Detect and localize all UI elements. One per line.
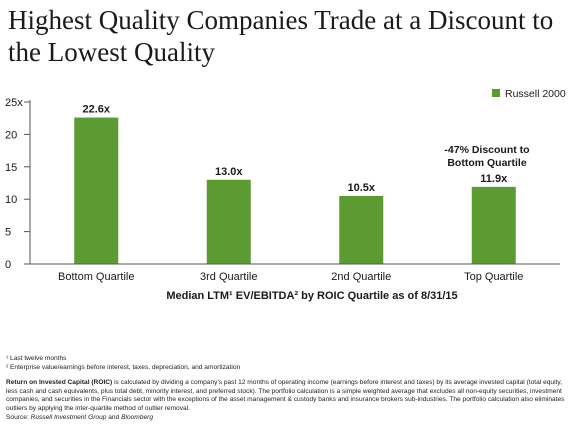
x-axis-title: Median LTM¹ EV/EBITDA² by ROIC Quartile …	[166, 290, 457, 302]
x-tick-label: 2nd Quartile	[331, 271, 391, 283]
data-label: 13.0x	[215, 166, 243, 178]
y-tick-label: 20	[5, 129, 17, 141]
bar	[339, 195, 384, 264]
data-labels-group: 22.6x 13.0x 10.5x 11.9x	[82, 104, 508, 194]
roic-term: Return on Invested Capital (ROIC)	[6, 379, 113, 387]
x-axis: Bottom Quartile 3rd Quartile 2nd Quartile T…	[30, 263, 560, 283]
y-tick-label: 15	[5, 162, 17, 174]
bar-chart: 0 5 10 15 20 25x 22.6x 13.0x 10.5x 11.9x Bottom …	[5, 88, 566, 302]
data-label: 11.9x	[480, 173, 508, 185]
source-name-2: Bloomberg	[121, 413, 153, 421]
footnote-ltm: ¹ Last twelve months	[6, 355, 67, 362]
x-tick-label: Bottom Quartile	[58, 271, 134, 283]
roic-text: is calculated by dividing a company's pa…	[6, 379, 565, 412]
y-tick-label: 0	[5, 259, 11, 271]
discount-annotation: -47% Discount to Bottom Quartile	[444, 144, 529, 169]
source-label: Source:	[6, 413, 31, 421]
page-title: Highest Quality Companies Trade at a Dis…	[8, 5, 554, 67]
x-tick-label: 3rd Quartile	[200, 271, 257, 283]
y-axis: 0 5 10 15 20 25x	[5, 97, 31, 271]
source-line: Source: Russell Investment Group and Blo…	[6, 414, 572, 423]
source-name-1: Russell Investment Group	[30, 413, 107, 421]
x-tick-label: Top Quartile	[464, 271, 523, 283]
data-label: 10.5x	[347, 182, 375, 194]
footnotes: ¹ Last twelve months ² Enterprise value/…	[6, 355, 572, 422]
chart-container: 0 5 10 15 20 25x 22.6x 13.0x 10.5x 11.9x Bottom …	[0, 78, 576, 318]
annotation-line-1: -47% Discount to	[444, 144, 529, 156]
bar	[206, 179, 251, 264]
roic-definition: Return on Invested Capital (ROIC) is cal…	[6, 379, 572, 413]
legend: Russell 2000	[492, 88, 566, 100]
bar	[471, 186, 516, 264]
annotation-line-2: Bottom Quartile	[447, 157, 526, 169]
bars-group	[74, 117, 516, 264]
footnote-ev-ebitda: ² Enterprise value/earnings before inter…	[6, 363, 241, 371]
bar	[74, 117, 119, 264]
y-tick-label: 5	[5, 227, 11, 239]
source-and: and	[106, 413, 122, 421]
legend-label: Russell 2000	[505, 88, 566, 100]
data-label: 22.6x	[82, 104, 110, 116]
y-tick-label: 10	[5, 194, 17, 206]
y-tick-label: 25x	[5, 97, 23, 109]
legend-swatch	[492, 89, 500, 97]
